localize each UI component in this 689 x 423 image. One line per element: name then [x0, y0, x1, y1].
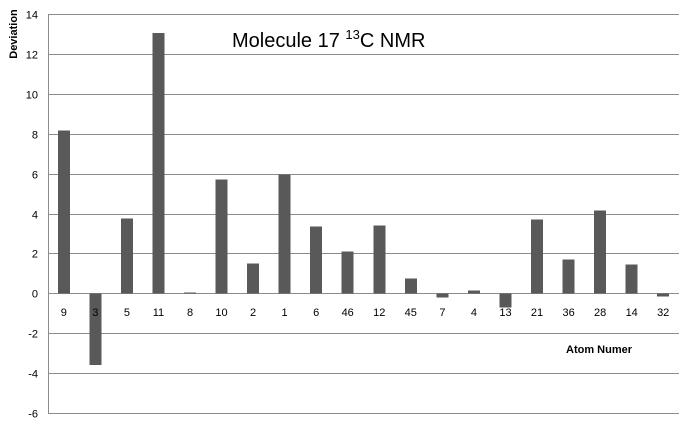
x-axis-title: Atom Numer: [566, 344, 633, 356]
y-tick-label-6: 6: [32, 170, 38, 182]
x-tick-label-13: 13: [499, 307, 511, 319]
x-tick-label-28: 28: [594, 307, 606, 319]
bar-45: [404, 278, 417, 294]
x-tick-label-10: 10: [215, 307, 227, 319]
x-tick-label-7: 7: [439, 307, 445, 319]
bars: [57, 33, 670, 366]
x-tick-label-11: 11: [153, 307, 164, 319]
y-tick-label-5: 4: [32, 210, 38, 222]
x-tick-label-6: 6: [313, 307, 319, 319]
bar-2: [247, 263, 260, 294]
bar-32: [657, 293, 670, 297]
bar-3: [89, 293, 102, 366]
chart-title-superscript: 13: [345, 27, 359, 42]
bar-14: [625, 264, 638, 294]
bar-36: [562, 259, 575, 294]
x-tick-label-12: 12: [373, 307, 385, 319]
bar-8: [184, 292, 196, 294]
x-tick-label-32: 32: [657, 307, 669, 319]
x-tick-label-4: 4: [471, 307, 477, 319]
x-tick-label-1: 1: [282, 307, 288, 319]
x-tick-label-45: 45: [405, 307, 417, 319]
bar-28: [594, 210, 607, 294]
bar-5: [120, 218, 133, 294]
x-tick-label-9: 9: [61, 307, 67, 319]
y-tick-label-2: -2: [28, 329, 38, 341]
x-tick-label-14: 14: [626, 307, 638, 319]
bar-11: [152, 33, 165, 294]
bar-46: [341, 251, 354, 294]
chart-title-suffix: C NMR: [360, 30, 426, 52]
x-tick-label-36: 36: [562, 307, 574, 319]
y-tick-labels: -6 -4 -2 0 2 4 6 8 10 12 14: [26, 10, 38, 421]
y-tick-label-9: 12: [26, 50, 38, 62]
x-tick-label-3: 3: [92, 307, 98, 319]
bar-7: [436, 293, 449, 298]
x-tick-label-2: 2: [250, 307, 256, 319]
bar-6: [310, 226, 323, 294]
x-tick-labels: 9 3 5 11 8 10 2 1 6 46 12 45 7 4 13 21 36 28 14 32: [61, 307, 670, 319]
chart-title-prefix: Molecule 17: [232, 30, 345, 52]
y-axis-title: Deviation: [8, 9, 20, 59]
y-tick-label-7: 8: [32, 130, 38, 142]
x-tick-label-5: 5: [124, 307, 130, 319]
x-tick-label-21: 21: [531, 307, 543, 319]
bar-12: [373, 225, 386, 294]
y-tick-label-4: 2: [32, 249, 38, 261]
x-tick-label-46: 46: [342, 307, 354, 319]
bar-21: [531, 219, 543, 294]
y-tick-label-0: -6: [28, 409, 38, 421]
bar-4: [467, 290, 480, 294]
bar-10: [215, 179, 228, 294]
y-tick-label-10: 14: [26, 10, 38, 22]
bar-9: [57, 130, 70, 294]
chart-title: Molecule 17 13C NMR: [232, 27, 425, 52]
x-tick-label-8: 8: [187, 307, 193, 319]
bar-13: [499, 293, 512, 308]
y-tick-label-1: -4: [28, 369, 38, 381]
y-tick-label-8: 10: [26, 90, 38, 102]
y-tick-label-3: 0: [32, 289, 38, 301]
bar-1: [278, 174, 291, 294]
